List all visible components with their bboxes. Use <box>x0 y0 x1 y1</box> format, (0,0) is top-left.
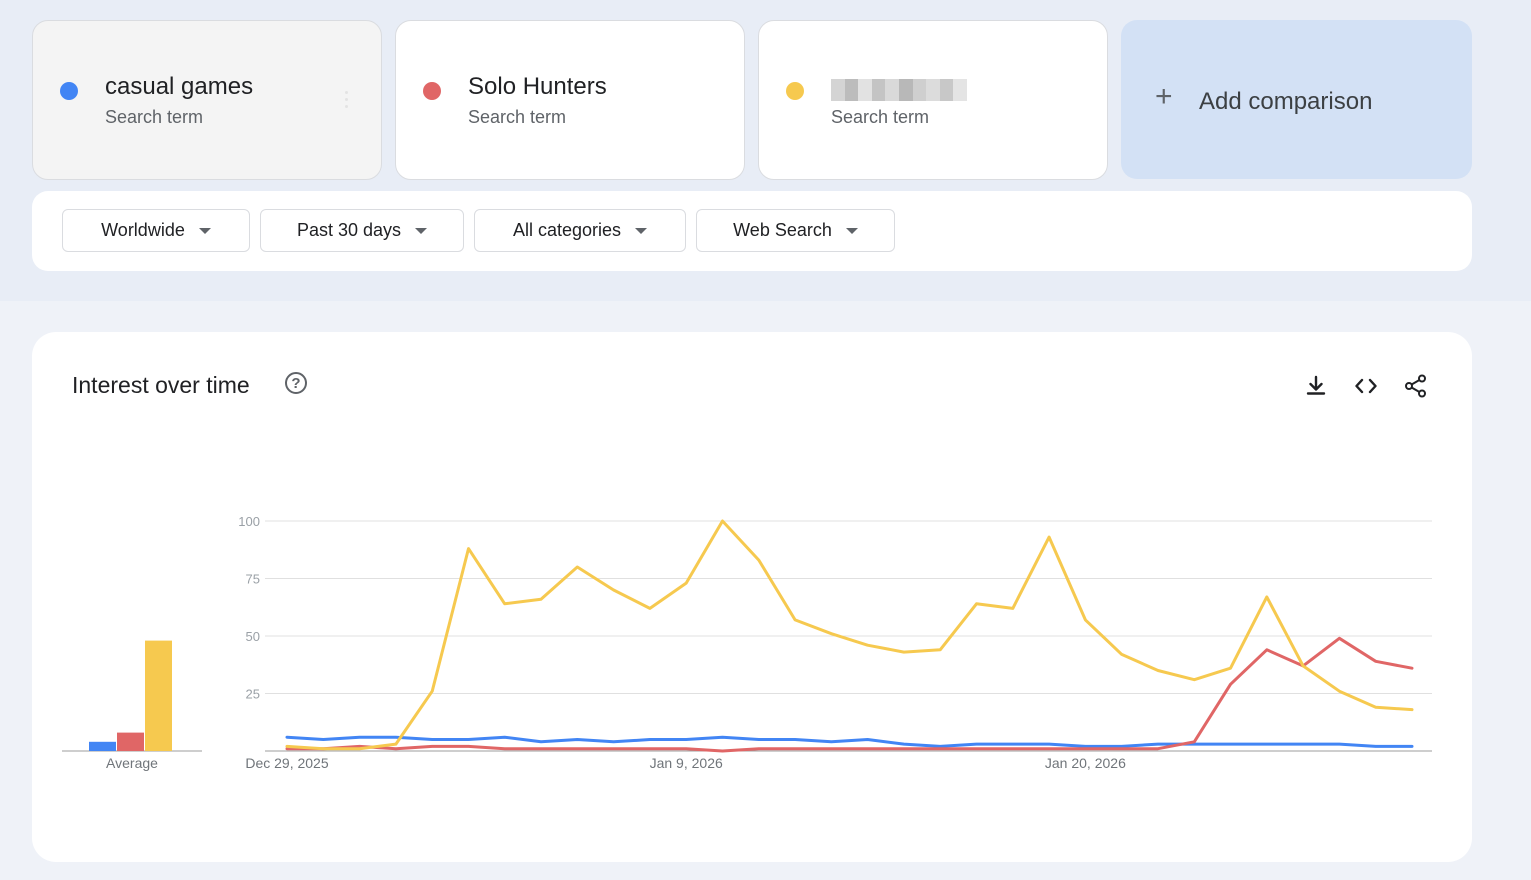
filter-label: All categories <box>512 220 622 240</box>
dropdown-arrow-icon <box>198 227 211 234</box>
y-tick-label: 75 <box>246 572 260 587</box>
dropdown-arrow-icon <box>635 227 648 234</box>
time-range-filter-dropdown[interactable]: Past 30 days <box>260 209 464 252</box>
search-type-filter-dropdown[interactable]: Web Search <box>696 209 895 252</box>
embed-code-icon[interactable] <box>1352 372 1380 400</box>
add-comparison-label: Add comparison <box>1199 88 1373 115</box>
chart-title: Interest over time <box>72 372 250 398</box>
download-icon[interactable] <box>1302 372 1330 400</box>
interest-over-time-card: Interest over time ? 25 50 75 100 Dec 29, 20… <box>32 332 1472 862</box>
trend-chart: 25 50 75 100 Dec 29, 2025 Jan 9, 2026 Jan 20, … <box>62 514 1432 771</box>
question-circle-icon[interactable]: ? <box>285 372 307 394</box>
filter-bar: Worldwide Past 30 days All categories We… <box>32 191 1472 271</box>
dropdown-arrow-icon <box>415 227 428 234</box>
term-card-1[interactable]: casual games Search term <box>32 20 382 180</box>
average-bar-2 <box>117 732 144 751</box>
y-tick-label: 25 <box>246 687 260 702</box>
term-color-dot <box>60 82 78 100</box>
plus-icon: + <box>1155 80 1173 113</box>
dropdown-arrow-icon <box>845 227 858 234</box>
term-card-2[interactable]: Solo Hunters Search term <box>395 20 745 180</box>
series-line-3 <box>285 519 1414 751</box>
term-type-label: Search term <box>468 107 567 127</box>
x-tick-label: Dec 29, 2025 <box>245 755 328 771</box>
more-options-icon[interactable] <box>345 91 349 112</box>
filter-label: Past 30 days <box>296 220 402 240</box>
category-filter-dropdown[interactable]: All categories <box>474 209 686 252</box>
x-tick-label: Jan 9, 2026 <box>650 755 723 771</box>
term-name: Solo Hunters <box>468 73 607 100</box>
series-line-2 <box>285 636 1414 753</box>
term-type-label: Search term <box>105 107 204 127</box>
average-bar-1 <box>89 741 116 751</box>
add-comparison-button[interactable]: + Add comparison <box>1121 20 1472 179</box>
obscured-term-name <box>831 79 967 101</box>
term-color-dot <box>423 82 441 100</box>
term-color-dot <box>786 82 804 100</box>
filter-label: Web Search <box>733 220 832 240</box>
region-filter-dropdown[interactable]: Worldwide <box>62 209 250 252</box>
average-bar-3 <box>145 640 172 751</box>
y-tick-label: 50 <box>246 629 260 644</box>
series-line-1 <box>285 735 1414 748</box>
y-tick-label: 100 <box>238 514 260 529</box>
average-label: Average <box>106 755 158 771</box>
term-card-3[interactable]: Search term <box>758 20 1108 180</box>
x-tick-label: Jan 20, 2026 <box>1045 755 1126 771</box>
share-icon[interactable] <box>1402 372 1430 400</box>
term-type-label: Search term <box>831 107 930 127</box>
filter-label: Worldwide <box>101 220 185 240</box>
term-name: casual games <box>105 73 254 100</box>
